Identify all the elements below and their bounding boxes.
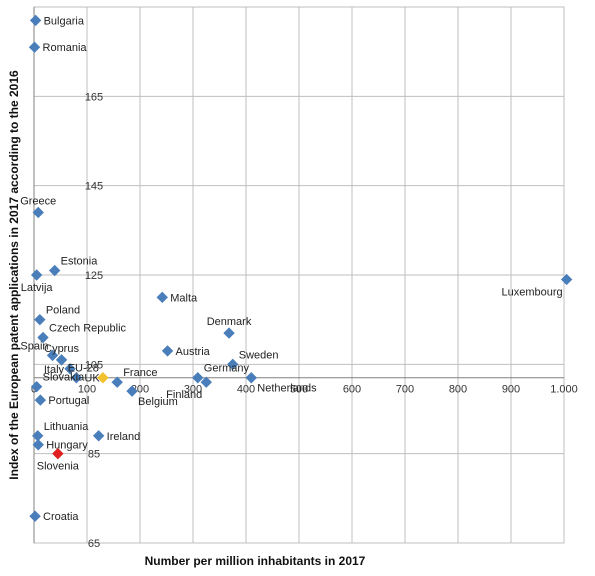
label-sweden: Sweden <box>239 349 279 361</box>
point-austria <box>161 345 174 357</box>
point-greece <box>32 206 44 219</box>
label-uk: UK <box>84 373 100 385</box>
label-spain: Spain <box>20 340 48 352</box>
point-hungary <box>32 439 44 451</box>
x-tick-label: 500 <box>290 384 308 396</box>
point-czech-republic <box>37 331 49 344</box>
label-slovenia: Slovenia <box>37 461 80 473</box>
label-portugal: Portugal <box>48 395 89 407</box>
label-poland: Poland <box>46 305 80 317</box>
x-tick-label: 0 <box>31 384 37 396</box>
point-slovenia <box>52 447 64 460</box>
label-denmark: Denmark <box>207 316 252 328</box>
point-portugal <box>34 394 47 406</box>
label-croatia: Croatia <box>43 511 79 523</box>
point-labels: Bulgaria Romania Greece Estonia Latvija Malta… <box>20 15 562 523</box>
gridlines <box>33 6 565 544</box>
point-croatia <box>29 510 41 522</box>
x-tick-label: 1.000 <box>550 384 578 396</box>
label-france: France <box>123 367 157 379</box>
point-france <box>111 376 123 388</box>
point-finland <box>200 376 212 388</box>
label-netherlands: Netherlands <box>257 383 317 395</box>
point-latvija <box>30 269 43 281</box>
point-denmark <box>223 327 235 339</box>
label-romania: Romania <box>43 42 88 54</box>
point-poland <box>34 313 46 326</box>
point-ireland <box>92 430 105 442</box>
point-italy <box>64 363 76 375</box>
label-cyprus: Cyprus <box>44 343 79 355</box>
label-hungary: Hungary <box>46 440 88 452</box>
data-points <box>28 14 573 522</box>
point-spain <box>46 349 59 362</box>
point-slovakia <box>30 380 43 393</box>
y-tick-label: 105 <box>85 359 103 371</box>
label-ireland: Ireland <box>107 431 141 443</box>
label-estonia: Estonia <box>61 256 99 268</box>
label-greece: Greece <box>20 195 56 207</box>
y-axis-title: Index of the European patent application… <box>7 70 21 480</box>
x-tick-label: 100 <box>78 384 96 396</box>
tick-labels: 0 100 200 300 400 500 600 700 800 900 1.0006585105… <box>31 91 578 550</box>
x-tick-label: 300 <box>184 384 202 396</box>
label-luxembourg: Luxembourg <box>501 286 562 298</box>
point-bulgaria <box>29 14 42 27</box>
point-malta <box>156 291 168 304</box>
y-tick-label: 85 <box>88 449 100 461</box>
y-tick-label: 65 <box>88 538 100 550</box>
x-tick-label: 800 <box>449 384 467 396</box>
label-belgium: Belgium <box>138 396 178 408</box>
label-eu-28: EU-28 <box>68 363 99 375</box>
point-luxembourg <box>560 273 573 286</box>
point-cyprus <box>55 354 68 366</box>
label-finland: Finland <box>166 389 202 401</box>
point-estonia <box>48 264 61 277</box>
x-tick-label: 600 <box>343 384 361 396</box>
point-sweden <box>227 358 239 371</box>
label-latvija: Latvija <box>21 282 54 294</box>
label-czech-republic: Czech Republic <box>49 323 127 335</box>
x-tick-label: 400 <box>237 384 255 396</box>
x-tick-label: 900 <box>502 384 520 396</box>
label-germany: Germany <box>204 363 250 375</box>
point-uk <box>70 372 83 384</box>
label-austria: Austria <box>176 346 211 358</box>
label-bulgaria: Bulgaria <box>44 15 85 27</box>
label-italy: Italy <box>44 364 65 376</box>
point-romania <box>28 41 41 53</box>
label-slovakia: Slovakia <box>43 372 85 384</box>
y-tick-label: 145 <box>85 181 103 193</box>
point-netherlands <box>245 372 258 384</box>
x-axis-title: Number per million inhabitants in 2017 <box>145 554 366 568</box>
point-eu-28 <box>97 372 109 384</box>
label-lithuania: Lithuania <box>44 421 90 433</box>
x-tick-label: 700 <box>396 384 414 396</box>
y-tick-label: 125 <box>85 270 103 282</box>
point-germany <box>192 372 204 384</box>
y-tick-label: 165 <box>85 91 103 103</box>
point-belgium <box>126 385 138 397</box>
label-malta: Malta <box>170 292 198 304</box>
